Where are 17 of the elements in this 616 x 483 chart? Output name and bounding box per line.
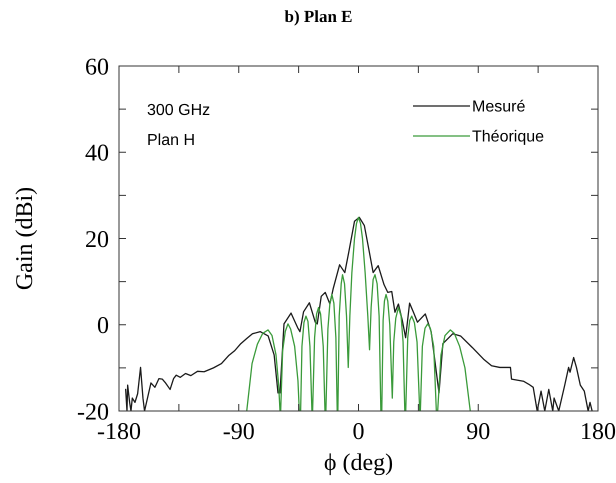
legend-label: Théorique xyxy=(472,128,544,146)
line-series xyxy=(125,216,593,411)
y-tick-label: 20 xyxy=(85,226,109,253)
x-tick-label: -90 xyxy=(222,419,255,445)
y-tick-label: 40 xyxy=(85,140,109,167)
legend-label: Mesuré xyxy=(472,98,526,116)
annotation: Plan H xyxy=(147,132,196,149)
y-tick-label: 0 xyxy=(97,313,109,340)
x-tick-label: 0 xyxy=(352,419,364,445)
x-tick-label: 180 xyxy=(580,419,616,445)
annotation: 300 GHz xyxy=(147,102,210,119)
y-tick-label: 60 xyxy=(85,54,109,80)
chart-title: b) Plan E xyxy=(284,7,353,26)
x-axis-title: ϕ (deg) xyxy=(324,450,394,476)
line-series xyxy=(246,216,471,411)
y-axis-title: Gain (dBi) xyxy=(12,186,38,290)
x-tick-label: 90 xyxy=(466,419,490,445)
